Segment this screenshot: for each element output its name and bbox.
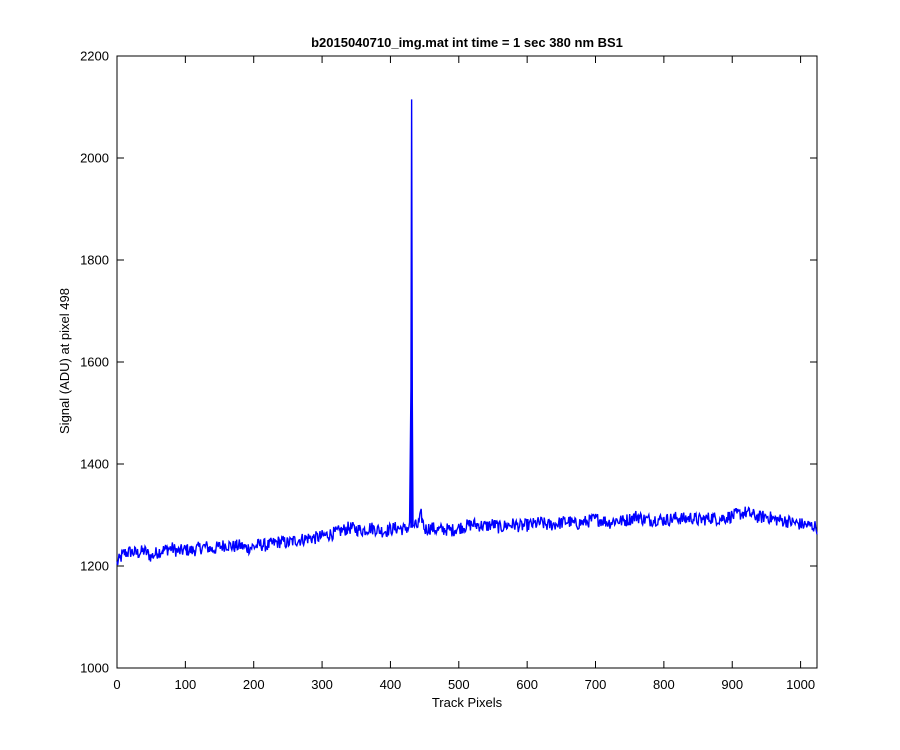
series-line-0 (116, 99, 818, 566)
x-tick-label-700: 700 (585, 677, 607, 692)
y-tick-label-2200: 2200 (80, 49, 109, 64)
plot-area: 0 100 200 300 400 500 600 700 800 900 1000 1000 1200… (80, 49, 818, 692)
x-tick-label-300: 300 (311, 677, 333, 692)
chart-title: b2015040710_img.mat int time = 1 sec 380… (311, 35, 623, 50)
x-axis-label: Track Pixels (432, 695, 503, 710)
y-tick-label-1800: 1800 (80, 253, 109, 268)
x-tick-label-800: 800 (653, 677, 675, 692)
x-tick-label-900: 900 (721, 677, 743, 692)
x-tick-label-200: 200 (243, 677, 265, 692)
x-tick-label-0: 0 (113, 677, 120, 692)
x-tick-label-400: 400 (380, 677, 402, 692)
y-tick-label-1000: 1000 (80, 661, 109, 676)
y-tick-label-2000: 2000 (80, 151, 109, 166)
y-axis-label: Signal (ADU) at pixel 498 (57, 288, 72, 434)
x-tick-label-1000: 1000 (786, 677, 815, 692)
y-tick-label-1400: 1400 (80, 457, 109, 472)
x-tick-label-100: 100 (175, 677, 197, 692)
y-tick-label-1200: 1200 (80, 559, 109, 574)
x-tick-label-600: 600 (516, 677, 538, 692)
x-tick-label-500: 500 (448, 677, 470, 692)
y-tick-label-1600: 1600 (80, 355, 109, 370)
